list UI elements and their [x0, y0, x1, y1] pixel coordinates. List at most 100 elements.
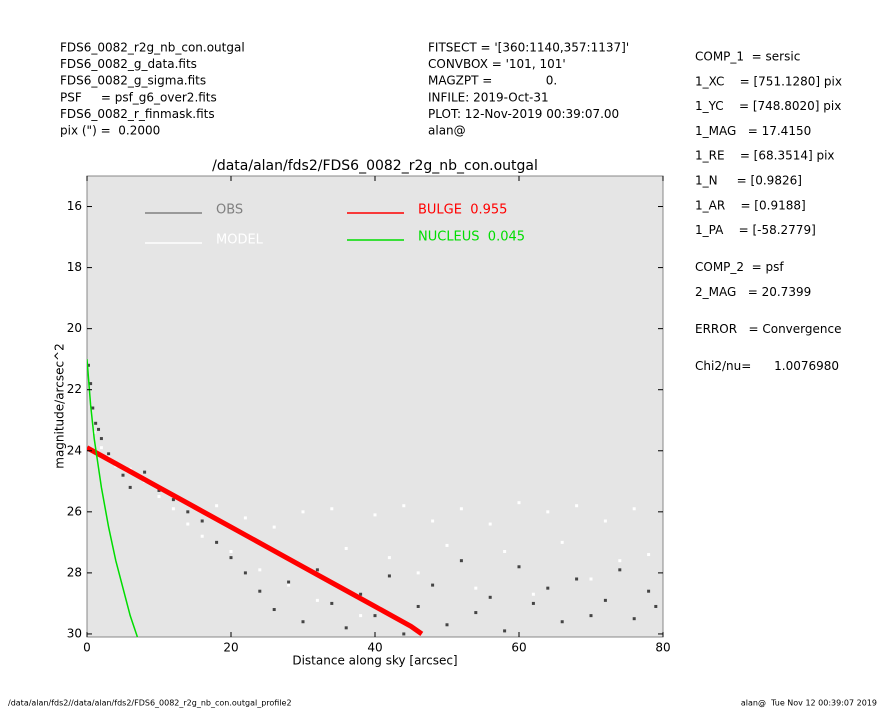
- data-point: [229, 556, 233, 560]
- data-point: [474, 611, 478, 615]
- header-center-line: alan@: [428, 124, 466, 138]
- fit-parameter: 1_PA = [-58.2779]: [695, 223, 816, 237]
- data-point: [171, 507, 175, 511]
- data-point: [157, 488, 161, 492]
- data-point: [503, 550, 507, 554]
- y-tick-label: 16: [67, 199, 82, 213]
- x-tick-label: 80: [655, 641, 670, 655]
- y-tick-label: 30: [67, 626, 82, 640]
- y-axis-label: magnitude/arcsec^2: [53, 343, 67, 469]
- data-point: [459, 559, 463, 563]
- data-point: [128, 485, 132, 489]
- data-point: [431, 519, 435, 523]
- header-center-line: CONVBOX = '101, 101': [428, 57, 566, 71]
- data-point: [531, 601, 535, 605]
- data-point: [618, 559, 622, 563]
- data-point: [575, 504, 579, 508]
- data-point: [402, 504, 406, 508]
- data-point: [359, 592, 363, 596]
- fit-parameter: 1_MAG = 17.4150: [695, 124, 811, 138]
- data-point: [143, 470, 147, 474]
- data-point: [416, 571, 420, 575]
- data-point: [107, 452, 111, 456]
- data-point: [287, 583, 291, 587]
- data-point: [503, 629, 507, 633]
- data-point: [200, 519, 204, 523]
- data-point: [272, 525, 276, 529]
- data-point: [488, 595, 492, 599]
- data-point: [186, 510, 190, 514]
- x-tick-label: 20: [223, 641, 238, 655]
- data-point: [431, 583, 435, 587]
- data-point: [373, 513, 377, 517]
- data-point: [575, 577, 579, 581]
- data-point: [373, 614, 377, 618]
- fit-parameter: Chi2/nu= 1.0076980: [695, 359, 839, 373]
- data-point: [315, 568, 319, 572]
- data-point: [301, 510, 305, 514]
- data-point: [416, 604, 420, 608]
- data-point: [445, 623, 449, 627]
- fit-parameter: 1_N = [0.9826]: [695, 174, 802, 188]
- y-tick-label: 24: [67, 443, 82, 457]
- data-point: [654, 604, 658, 608]
- fit-parameter: ERROR = Convergence: [695, 322, 841, 336]
- data-point: [200, 534, 204, 538]
- header-left-line: FDS6_0082_r2g_nb_con.outgal: [60, 41, 245, 55]
- data-point: [632, 617, 636, 621]
- legend-label: NUCLEUS 0.045: [418, 230, 525, 245]
- data-point: [402, 632, 406, 636]
- footer-left: /data/alan/fds2//data/alan/fds2/FDS6_008…: [8, 699, 292, 708]
- x-tick-label: 40: [367, 641, 382, 655]
- data-point: [488, 522, 492, 526]
- model-curve: [87, 445, 424, 636]
- fit-parameter: 1_YC = [748.8020] pix: [695, 99, 841, 113]
- model-curve: [87, 359, 139, 637]
- data-point: [301, 620, 305, 624]
- x-axis-label: Distance along sky [arcsec]: [292, 654, 457, 668]
- x-tick-label: 0: [83, 641, 91, 655]
- header-center-line: MAGZPT = 0.: [428, 74, 557, 88]
- data-point: [387, 574, 391, 578]
- header-center-line: FITSECT = '[360:1140,357:1137]': [428, 41, 629, 55]
- data-point: [387, 556, 391, 560]
- data-point: [647, 589, 651, 593]
- y-tick-label: 18: [67, 260, 82, 274]
- data-point: [517, 501, 521, 505]
- data-point: [94, 421, 98, 425]
- data-point: [589, 614, 593, 618]
- data-point: [91, 406, 95, 410]
- chart-title: /data/alan/fds2/FDS6_0082_r2g_nb_con.out…: [212, 158, 538, 174]
- fit-parameter: 2_MAG = 20.7399: [695, 285, 811, 299]
- data-point: [330, 507, 334, 511]
- header-left-line: FDS6_0082_r_finmask.fits: [60, 107, 215, 121]
- data-point: [171, 498, 175, 502]
- data-point: [589, 577, 593, 581]
- data-point: [215, 504, 219, 508]
- y-tick-label: 28: [67, 565, 82, 579]
- y-tick-label: 20: [67, 321, 82, 335]
- y-tick-label: 26: [67, 504, 82, 518]
- data-point: [459, 507, 463, 511]
- data-point: [186, 522, 190, 526]
- legend-label: MODEL: [216, 233, 264, 248]
- data-point: [243, 516, 247, 520]
- data-point: [272, 608, 276, 612]
- data-point: [258, 568, 262, 572]
- data-point: [315, 598, 319, 602]
- data-point: [531, 592, 535, 596]
- header-left-line: FDS6_0082_g_sigma.fits: [60, 74, 206, 88]
- data-point: [647, 553, 651, 557]
- data-point: [157, 495, 161, 499]
- data-point: [560, 620, 564, 624]
- data-point: [89, 382, 93, 386]
- data-point: [546, 586, 550, 590]
- y-tick-label: 22: [67, 382, 82, 396]
- data-point: [330, 601, 334, 605]
- legend-label: OBS: [216, 203, 243, 218]
- data-point: [344, 626, 348, 630]
- data-point: [287, 580, 291, 584]
- legend-label: BULGE 0.955: [418, 203, 507, 218]
- data-point: [474, 586, 478, 590]
